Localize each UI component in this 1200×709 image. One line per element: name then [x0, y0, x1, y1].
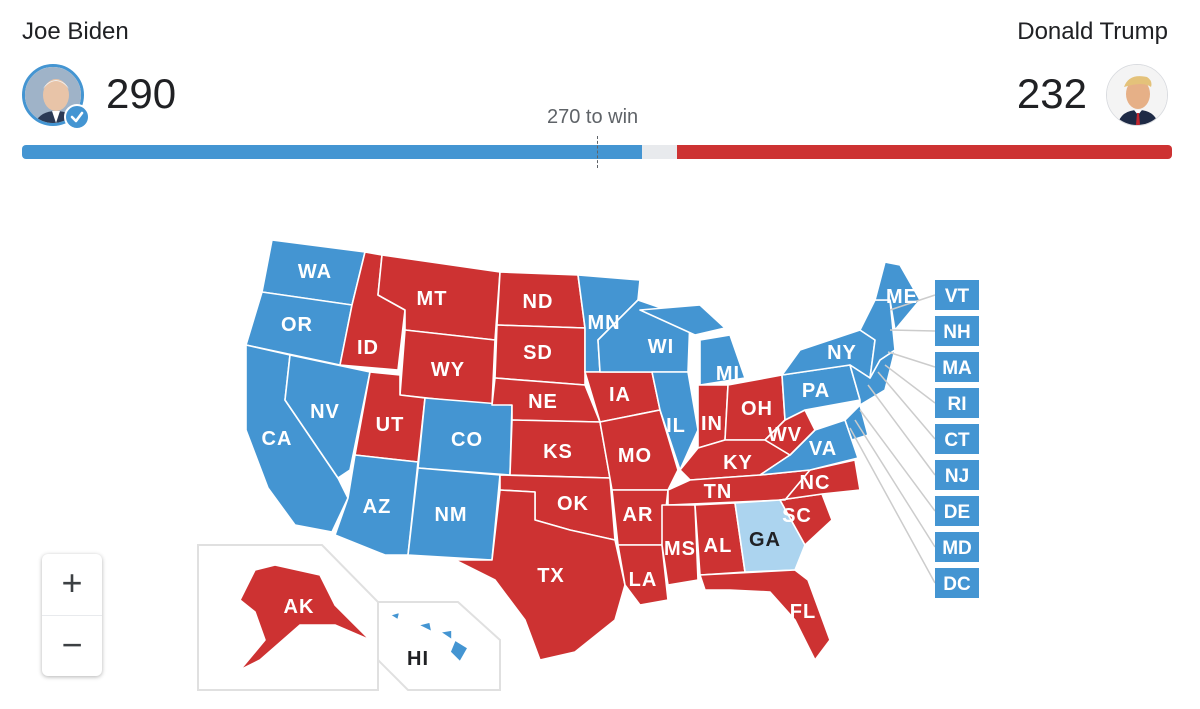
box-label-MD: MD — [942, 538, 972, 559]
biden-electoral-votes: 290 — [106, 70, 177, 117]
label-AR: AR — [623, 504, 654, 526]
biden-name: Joe Biden — [22, 18, 129, 45]
box-MA[interactable] — [935, 352, 979, 382]
electoral-vote-bar — [22, 145, 1172, 159]
box-label-CT: CT — [944, 430, 970, 451]
box-label-NH: NH — [943, 322, 970, 343]
bar-dem-segment — [22, 145, 642, 159]
label-WA: WA — [298, 261, 332, 283]
label-CO: CO — [451, 429, 483, 451]
alaska-inset-frame — [197, 544, 379, 691]
label-AK: AK — [284, 596, 315, 618]
label-GA: GA — [749, 529, 781, 551]
label-MN: MN — [587, 312, 620, 334]
zoom-in-button[interactable]: + — [61, 562, 83, 603]
threshold-label: 270 to win — [547, 106, 639, 128]
label-MS: MS — [664, 538, 696, 560]
box-VT[interactable] — [935, 280, 979, 310]
state-NV[interactable] — [284, 354, 371, 479]
label-ME: ME — [886, 286, 918, 308]
label-NM: NM — [434, 504, 467, 526]
label-SD: SD — [523, 342, 553, 364]
label-KY: KY — [723, 452, 753, 474]
state-AZ[interactable] — [334, 454, 419, 556]
label-TX: TX — [537, 565, 565, 587]
bar-uncalled-segment — [642, 145, 677, 159]
trump-name: Donald Trump — [1017, 18, 1168, 45]
trump-electoral-votes: 232 — [1016, 70, 1087, 117]
label-FL: FL — [790, 601, 816, 623]
box-DE[interactable] — [935, 496, 979, 526]
box-NJ[interactable] — [935, 460, 979, 490]
threshold-line — [597, 136, 598, 168]
state-HI[interactable] — [389, 611, 469, 663]
biden-avatar — [22, 64, 90, 130]
state-MO[interactable] — [599, 409, 679, 491]
label-LA: LA — [629, 569, 658, 591]
box-label-RI: RI — [948, 394, 967, 415]
label-SC: SC — [782, 505, 812, 527]
label-NY: NY — [827, 342, 857, 364]
box-MD[interactable] — [935, 532, 979, 562]
box-label-DC: DC — [943, 574, 971, 595]
label-NC: NC — [800, 472, 831, 494]
label-AZ: AZ — [363, 496, 392, 518]
label-IL: IL — [666, 415, 686, 437]
bar-rep-segment — [677, 145, 1172, 159]
label-WY: WY — [431, 359, 465, 381]
label-MI: MI — [716, 363, 740, 385]
label-KS: KS — [543, 441, 573, 463]
box-label-DE: DE — [944, 502, 970, 523]
box-label-NJ: NJ — [945, 466, 969, 487]
label-ND: ND — [523, 291, 554, 313]
label-IN: IN — [701, 413, 723, 435]
state-GA[interactable] — [734, 499, 806, 573]
label-UT: UT — [376, 414, 405, 436]
state-MI[interactable] — [639, 304, 746, 386]
trump-avatar — [1106, 64, 1168, 126]
label-OK: OK — [557, 493, 589, 515]
state-FL[interactable] — [699, 569, 831, 661]
label-IA: IA — [609, 384, 631, 406]
label-AL: AL — [704, 535, 733, 557]
label-CA: CA — [262, 428, 293, 450]
state-LA[interactable] — [617, 544, 669, 606]
box-DC[interactable] — [935, 568, 979, 598]
label-TN: TN — [704, 481, 733, 503]
box-label-MA: MA — [942, 358, 972, 379]
label-HI: HI — [407, 648, 429, 670]
state-TX[interactable] — [454, 489, 626, 661]
label-OR: OR — [281, 314, 313, 336]
label-WI: WI — [648, 336, 674, 358]
box-label-VT: VT — [945, 286, 970, 307]
box-CT[interactable] — [935, 424, 979, 454]
state-WV[interactable] — [764, 409, 816, 456]
state-MS[interactable] — [661, 504, 699, 586]
box-NH[interactable] — [935, 316, 979, 346]
zoom-out-button[interactable]: − — [42, 615, 102, 677]
label-NE: NE — [528, 391, 558, 413]
hawaii-inset-frame — [377, 601, 501, 691]
small-state-boxes — [935, 280, 979, 598]
state-IL[interactable] — [651, 371, 699, 471]
label-PA: PA — [802, 380, 830, 402]
label-OH: OH — [741, 398, 773, 420]
state-AK[interactable] — [239, 564, 371, 671]
zoom-control: + − — [42, 554, 102, 676]
label-WV: WV — [768, 424, 802, 446]
label-MO: MO — [618, 445, 652, 467]
label-ID: ID — [357, 337, 379, 359]
winner-check-icon — [64, 104, 90, 130]
label-NV: NV — [310, 401, 340, 423]
label-VA: VA — [809, 438, 837, 460]
small-state-leader-lines — [849, 294, 936, 584]
box-RI[interactable] — [935, 388, 979, 418]
label-MT: MT — [417, 288, 448, 310]
